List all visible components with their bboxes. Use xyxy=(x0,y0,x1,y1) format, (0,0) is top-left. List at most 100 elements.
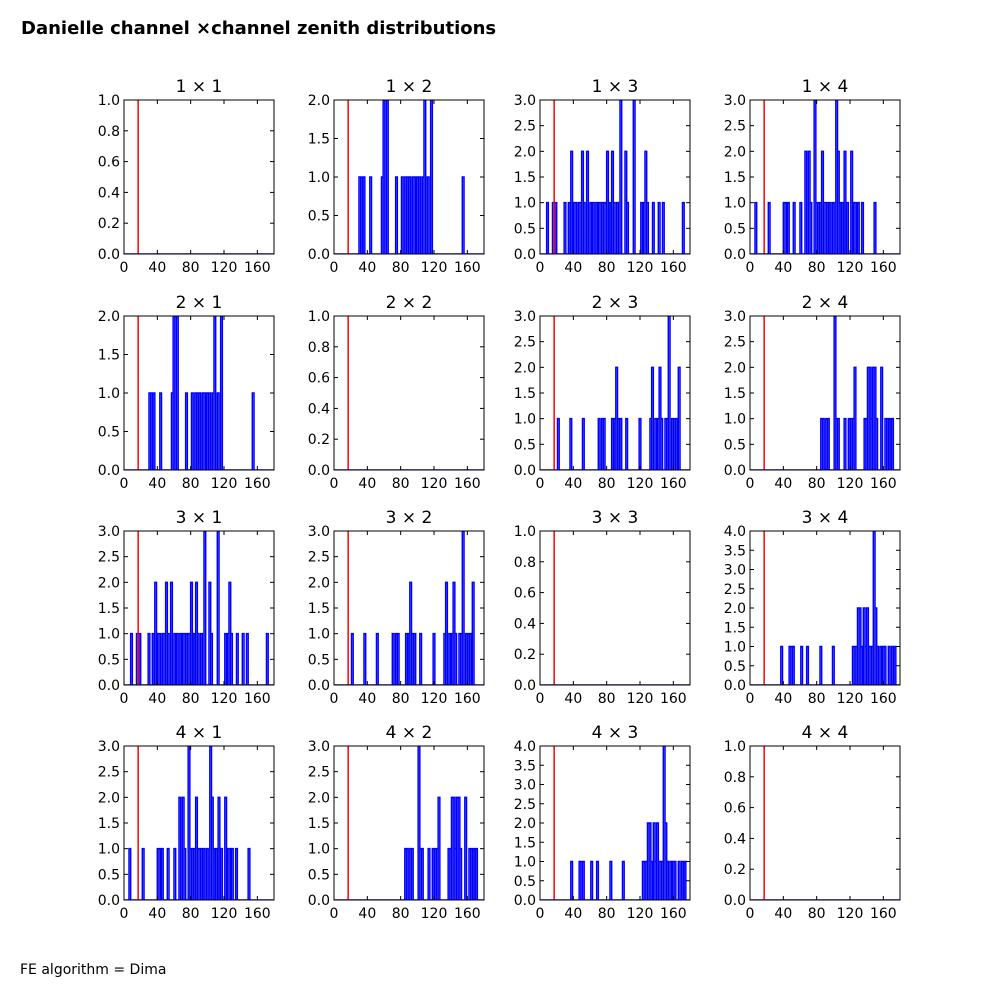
plot-area xyxy=(334,746,484,900)
y-tick-label: 2.5 xyxy=(514,797,536,813)
y-tick-label: 0.5 xyxy=(724,437,746,453)
y-tick-label: 1.0 xyxy=(308,627,330,643)
y-tick-label: 1.0 xyxy=(724,739,746,755)
x-tick-label: 120 xyxy=(421,691,448,707)
x-tick-label: 80 xyxy=(182,476,200,492)
plot-area xyxy=(540,746,690,900)
x-tick-label: 80 xyxy=(392,476,410,492)
y-tick-label: 1.5 xyxy=(724,620,746,636)
histogram-series xyxy=(540,100,690,254)
x-tick-label: 160 xyxy=(870,476,897,492)
plot-area xyxy=(124,316,274,470)
x-tick-label: 120 xyxy=(837,691,864,707)
subplot-2x1: 0.0 0.5 1.0 1.5 2.0 0 40 80 120 160 2 × 1 xyxy=(98,293,275,492)
x-tick-label: 160 xyxy=(870,260,897,276)
y-tick-label: 2.5 xyxy=(724,335,746,351)
y-tick-label: 0.8 xyxy=(514,555,536,571)
x-tick-label: 0 xyxy=(330,691,339,707)
subplot-1x1: 0.0 0.2 0.4 0.6 0.8 1.0 0 40 80 120 160 1 × 1 xyxy=(98,77,275,276)
x-tick-label: 80 xyxy=(808,260,826,276)
x-tick-label: 80 xyxy=(808,476,826,492)
y-tick-label: 2.0 xyxy=(308,93,330,109)
x-tick-label: 0 xyxy=(746,476,755,492)
y-tick-label: 0.0 xyxy=(724,893,746,909)
x-tick-label: 80 xyxy=(808,691,826,707)
x-tick-label: 40 xyxy=(358,476,376,492)
x-tick-label: 0 xyxy=(330,476,339,492)
subplot-title: 3 × 2 xyxy=(386,508,433,528)
y-tick-label: 2.5 xyxy=(724,582,746,598)
x-tick-label: 120 xyxy=(211,476,238,492)
y-tick-label: 1.5 xyxy=(514,386,536,402)
x-tick-label: 120 xyxy=(421,476,448,492)
y-tick-label: 0.6 xyxy=(308,371,330,387)
x-tick-label: 80 xyxy=(182,260,200,276)
subplot-title: 2 × 4 xyxy=(802,293,849,313)
x-tick-label: 40 xyxy=(564,260,582,276)
y-tick-label: 1.5 xyxy=(308,816,330,832)
x-tick-label: 160 xyxy=(244,260,271,276)
y-tick-label: 1.5 xyxy=(98,601,120,617)
plot-area xyxy=(334,100,484,254)
subplot-4x3: 0.0 0.5 1.0 1.5 2.0 2.5 3.0 3.5 4.0 0 40 80 120 160 4 … xyxy=(514,723,691,922)
subplot-title: 1 × 1 xyxy=(176,77,223,97)
y-tick-label: 0.0 xyxy=(724,463,746,479)
y-tick-label: 2.0 xyxy=(514,360,536,376)
y-tick-label: 0.2 xyxy=(724,862,746,878)
plot-area xyxy=(124,531,274,685)
subplot-title: 2 × 2 xyxy=(386,293,433,313)
x-tick-label: 160 xyxy=(454,691,481,707)
x-tick-label: 40 xyxy=(774,691,792,707)
x-tick-label: 0 xyxy=(746,260,755,276)
y-tick-label: 1.5 xyxy=(98,348,120,364)
x-tick-label: 120 xyxy=(421,906,448,922)
footer-note: FE algorithm = Dima xyxy=(20,962,167,978)
y-tick-label: 1.5 xyxy=(514,835,536,851)
y-tick-label: 0.5 xyxy=(98,652,120,668)
subplot-title: 4 × 1 xyxy=(176,723,223,743)
subplot-title: 3 × 4 xyxy=(802,508,849,528)
y-tick-label: 1.0 xyxy=(514,524,536,540)
y-tick-label: 1.0 xyxy=(98,93,120,109)
x-tick-label: 0 xyxy=(120,260,129,276)
subplot-title: 2 × 1 xyxy=(176,293,223,313)
y-tick-label: 0.5 xyxy=(98,867,120,883)
subplot-title: 3 × 1 xyxy=(176,508,223,528)
y-tick-label: 0.0 xyxy=(98,247,120,263)
subplot-title: 4 × 2 xyxy=(386,723,433,743)
x-tick-label: 0 xyxy=(746,906,755,922)
y-tick-label: 2.5 xyxy=(308,765,330,781)
x-tick-label: 0 xyxy=(746,691,755,707)
subplot-title: 1 × 3 xyxy=(592,77,639,97)
y-tick-label: 3.0 xyxy=(514,93,536,109)
y-tick-label: 0.5 xyxy=(724,659,746,675)
y-tick-label: 0.5 xyxy=(514,874,536,890)
y-tick-label: 1.0 xyxy=(724,640,746,656)
y-tick-label: 0.0 xyxy=(514,893,536,909)
histogram-series xyxy=(124,746,274,900)
x-tick-label: 40 xyxy=(774,476,792,492)
subplot-2x3: 0.0 0.5 1.0 1.5 2.0 2.5 3.0 0 40 80 120 160 2 × 3 xyxy=(514,293,691,492)
axes-frame xyxy=(539,745,691,901)
y-tick-label: 1.5 xyxy=(308,132,330,148)
x-tick-label: 160 xyxy=(660,691,687,707)
histogram-series xyxy=(750,100,900,254)
y-tick-label: 2.0 xyxy=(308,790,330,806)
x-tick-label: 120 xyxy=(211,906,238,922)
y-tick-label: 0.0 xyxy=(308,893,330,909)
x-tick-label: 160 xyxy=(660,260,687,276)
y-tick-label: 0.2 xyxy=(98,216,120,232)
y-tick-label: 0.5 xyxy=(308,652,330,668)
y-tick-label: 0.8 xyxy=(98,124,120,140)
y-tick-label: 2.0 xyxy=(514,816,536,832)
y-tick-label: 2.0 xyxy=(724,144,746,160)
y-tick-label: 1.0 xyxy=(514,196,536,212)
x-tick-label: 80 xyxy=(392,691,410,707)
y-tick-label: 0.5 xyxy=(514,437,536,453)
x-tick-label: 40 xyxy=(358,691,376,707)
x-tick-label: 120 xyxy=(627,476,654,492)
plot-area xyxy=(750,531,900,685)
x-tick-label: 80 xyxy=(182,906,200,922)
x-tick-label: 40 xyxy=(148,691,166,707)
plot-area xyxy=(334,316,484,470)
